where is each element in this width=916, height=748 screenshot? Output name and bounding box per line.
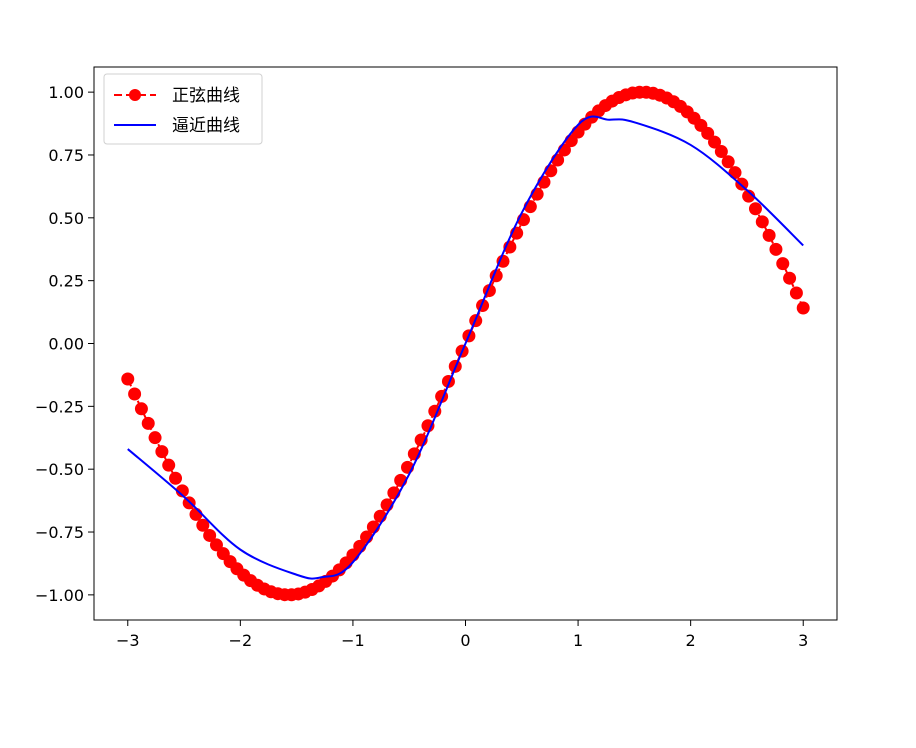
series-line-fit [127, 115, 804, 580]
legend: 正弦曲线 逼近曲线 [103, 73, 263, 145]
legend-item-sine: 正弦曲线 [114, 86, 240, 106]
data-point-sine [155, 445, 169, 459]
plot-area [121, 85, 810, 602]
data-point-sine [209, 538, 223, 552]
data-point-sine [708, 135, 722, 149]
data-point-sine [421, 419, 435, 433]
data-point-sine [175, 484, 189, 498]
y-tick-label: 0.25 [48, 272, 84, 291]
data-point-sine [141, 416, 155, 430]
data-point-sine [783, 271, 797, 285]
data-point-sine [762, 228, 776, 242]
legend-sine-marker [129, 89, 141, 101]
data-point-sine [789, 286, 803, 300]
legend-fit-label: 逼近曲线 [172, 116, 240, 136]
data-point-sine [796, 301, 810, 315]
data-point-sine [128, 387, 142, 401]
y-tick-label: −0.75 [35, 523, 84, 542]
y-tick-label: 0.75 [48, 146, 84, 165]
data-point-sine [701, 126, 715, 140]
x-tick-label: 3 [798, 631, 808, 650]
data-point-sine [169, 471, 183, 485]
data-point-sine [203, 528, 217, 542]
x-tick-label: −1 [341, 631, 365, 650]
y-tick-label: 0.50 [48, 209, 84, 228]
data-point-sine [721, 155, 735, 169]
data-point-sine [755, 215, 769, 229]
x-axis: −3 −2 −1 0 1 2 3 [116, 620, 808, 650]
data-point-sine [196, 518, 210, 532]
data-point-sine [121, 372, 135, 386]
data-point-sine [714, 145, 728, 159]
data-point-sine [134, 402, 148, 416]
x-tick-label: 0 [460, 631, 470, 650]
y-tick-label: −0.50 [35, 460, 84, 479]
legend-sine-label: 正弦曲线 [172, 86, 240, 106]
data-point-sine [162, 458, 176, 472]
data-point-sine [148, 431, 162, 445]
data-point-sine [748, 202, 762, 216]
legend-box [103, 73, 263, 145]
data-point-sine [769, 242, 783, 256]
data-point-sine [776, 257, 790, 271]
y-tick-label: 0.00 [48, 335, 84, 354]
legend-item-fit: 逼近曲线 [114, 116, 240, 136]
data-point-sine [742, 189, 756, 203]
y-tick-label: −0.25 [35, 397, 84, 416]
data-point-sine [496, 254, 510, 268]
y-tick-label: −1.00 [35, 586, 84, 605]
x-tick-label: −2 [229, 631, 253, 650]
y-axis: −1.00 −0.75 −0.50 −0.25 0.00 0.25 0.50 0.75 1.00 [35, 83, 94, 605]
data-point-sine [728, 166, 742, 180]
data-point-sine [189, 507, 203, 521]
y-tick-label: 1.00 [48, 83, 84, 102]
x-tick-label: 1 [573, 631, 583, 650]
x-tick-label: 2 [686, 631, 696, 650]
x-tick-label: −3 [116, 631, 140, 650]
